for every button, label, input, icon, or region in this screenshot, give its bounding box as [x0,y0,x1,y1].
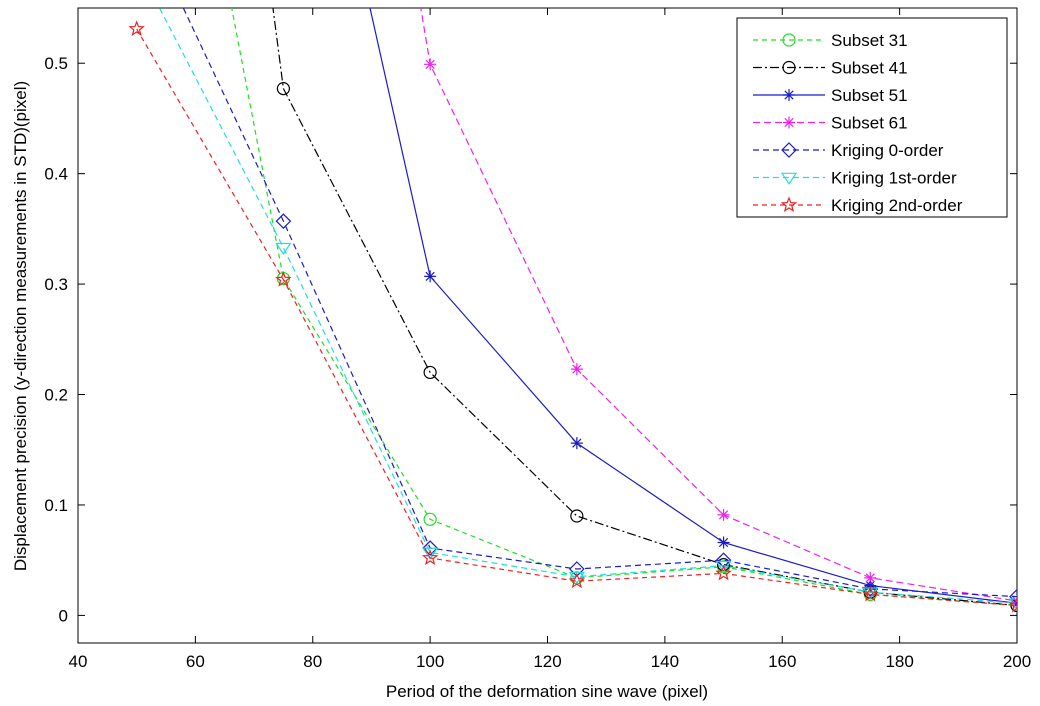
legend-item: Subset 61 [753,114,908,133]
y-axis-label: Displacement precision (y-direction meas… [11,81,30,571]
legend-item: Subset 51 [753,86,908,105]
legend-item: Kriging 2nd-order [753,196,963,215]
data-point-circle [716,557,731,572]
series-line [182,8,1017,598]
legend: Subset 31 Subset 41 Subset 51 Subset 61 Krig… [736,17,1008,218]
data-point-circle [276,82,291,96]
data-point-diamond [781,142,797,158]
data-point-triangle [1008,598,1017,611]
data-point-diamond [568,561,585,577]
series-line [136,28,1017,607]
data-point-asterisk [717,536,730,549]
data-point-asterisk [424,58,437,71]
x-tick-label: 200 [1003,652,1031,671]
x-tick-label: 60 [186,652,205,671]
data-point-circle [423,365,437,380]
data-point-star [1008,596,1017,613]
legend-label: Subset 31 [831,31,908,50]
y-tick-label: 0.4 [44,165,68,184]
series-kriging-0-order [182,8,1017,605]
legend-label: Subset 61 [831,114,908,133]
x-tick-label: 80 [303,652,322,671]
y-tick-label: 0.5 [44,54,68,73]
data-point-triangle [715,560,732,574]
x-tick-label: 40 [69,652,88,671]
data-point-star [128,20,145,37]
series-kriging-2nd-order [128,20,1017,613]
y-tick-label: 0.2 [44,386,68,405]
data-point-asterisk [424,270,437,283]
data-point-circle [782,60,796,75]
data-point-triangle [780,172,798,185]
data-point-asterisk [864,571,877,584]
data-point-asterisk [864,579,877,592]
x-tick-label: 180 [885,652,913,671]
legend-item: Subset 31 [753,31,908,50]
legend-box [736,17,1008,218]
data-point-star [421,549,439,565]
data-point-asterisk [783,116,795,129]
x-axis-label: Period of the deformation sine wave (pix… [386,682,708,701]
x-tick-label: 140 [651,652,679,671]
data-point-diamond [862,581,879,597]
legend-label: Kriging 1st-order [831,169,957,188]
x-tick-label: 120 [533,652,561,671]
series-subset-61 [420,8,1017,608]
data-point-asterisk [570,437,583,450]
data-point-triangle [422,547,439,560]
data-point-diamond [275,213,292,229]
legend-item: Kriging 0-order [753,141,944,160]
y-tick-label: 0 [59,606,68,625]
legend-item: Kriging 1st-order [753,169,957,188]
data-point-asterisk [570,363,583,376]
data-point-star [780,196,798,213]
x-tick-label: 160 [768,652,796,671]
data-point-circle [423,512,437,526]
legend-label: Subset 41 [831,59,908,78]
series-subset-51 [369,8,1017,610]
data-point-star [715,564,732,581]
y-tick-label: 0.3 [44,275,68,294]
data-point-circle [570,509,584,523]
data-point-star [568,572,586,589]
legend-item: Subset 41 [753,59,908,78]
data-point-circle [782,33,796,47]
legend-label: Kriging 2nd-order [831,196,963,215]
series-line [369,8,1017,604]
data-point-diamond [1009,588,1017,605]
y-tick-label: 0.1 [44,496,68,515]
data-point-star [275,271,292,287]
data-point-triangle [275,242,292,256]
data-point-star [862,585,879,602]
legend-label: Kriging 0-order [831,141,944,160]
data-point-asterisk [783,89,795,101]
x-tick-label: 100 [416,652,444,671]
series-layer [128,8,1017,613]
data-point-diamond [422,540,438,556]
legend-label: Subset 51 [831,86,908,105]
axis-ticks: 40 60 80 100 120 140 160 180 200 0 0.1 0.2 0.3 0.4 0.5 [44,8,1031,671]
data-point-asterisk [717,508,730,521]
series-line [158,8,1017,604]
